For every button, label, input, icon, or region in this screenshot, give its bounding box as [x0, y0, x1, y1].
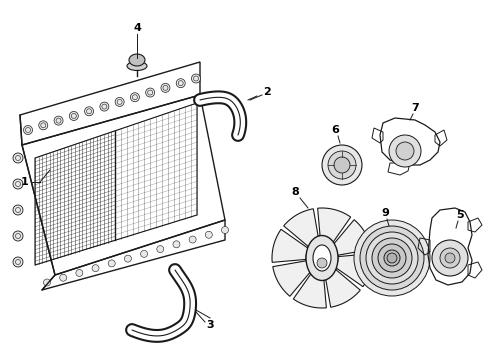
Circle shape — [387, 253, 397, 263]
Circle shape — [76, 269, 83, 276]
Polygon shape — [332, 220, 371, 255]
Circle shape — [189, 236, 196, 243]
Polygon shape — [273, 261, 312, 296]
Circle shape — [100, 102, 109, 111]
Circle shape — [44, 279, 50, 286]
Circle shape — [384, 250, 400, 266]
Circle shape — [39, 121, 48, 130]
Circle shape — [445, 253, 455, 263]
Circle shape — [13, 153, 23, 163]
Polygon shape — [294, 271, 326, 308]
Circle shape — [378, 244, 406, 272]
Polygon shape — [284, 209, 319, 248]
Ellipse shape — [306, 235, 338, 280]
Ellipse shape — [129, 54, 145, 66]
Circle shape — [432, 240, 468, 276]
Ellipse shape — [306, 235, 338, 280]
Circle shape — [13, 205, 23, 215]
Circle shape — [108, 260, 115, 267]
Polygon shape — [325, 268, 360, 307]
Circle shape — [360, 226, 424, 290]
Circle shape — [176, 79, 185, 88]
Circle shape — [69, 112, 78, 121]
Circle shape — [115, 98, 124, 107]
Polygon shape — [335, 254, 372, 287]
Text: 6: 6 — [331, 125, 339, 135]
Circle shape — [13, 257, 23, 267]
Ellipse shape — [313, 245, 331, 271]
Polygon shape — [272, 229, 309, 262]
Circle shape — [396, 142, 414, 160]
Circle shape — [354, 220, 430, 296]
Circle shape — [221, 226, 228, 234]
Circle shape — [192, 74, 200, 83]
Text: 2: 2 — [263, 87, 271, 97]
Circle shape — [440, 248, 460, 268]
Circle shape — [318, 259, 326, 267]
Circle shape — [24, 126, 32, 135]
Ellipse shape — [313, 245, 331, 271]
Circle shape — [173, 241, 180, 248]
Polygon shape — [318, 208, 351, 245]
Circle shape — [60, 274, 67, 281]
Circle shape — [389, 135, 421, 167]
Text: 3: 3 — [206, 320, 214, 330]
Text: 8: 8 — [291, 187, 299, 197]
Text: 1: 1 — [21, 177, 29, 187]
Circle shape — [85, 107, 94, 116]
Circle shape — [141, 250, 147, 257]
Circle shape — [157, 246, 164, 253]
Ellipse shape — [127, 62, 147, 71]
Circle shape — [322, 145, 362, 185]
Circle shape — [13, 179, 23, 189]
Circle shape — [54, 116, 63, 125]
Circle shape — [334, 157, 350, 173]
Circle shape — [161, 84, 170, 93]
Circle shape — [372, 238, 412, 278]
Circle shape — [130, 93, 140, 102]
Circle shape — [13, 231, 23, 241]
Text: 4: 4 — [133, 23, 141, 33]
Circle shape — [124, 255, 131, 262]
Circle shape — [205, 231, 212, 238]
Text: 9: 9 — [381, 208, 389, 218]
Text: 7: 7 — [411, 103, 419, 113]
Circle shape — [366, 232, 418, 284]
Circle shape — [146, 88, 155, 97]
Circle shape — [328, 151, 356, 179]
Circle shape — [317, 258, 327, 268]
Text: 5: 5 — [456, 210, 464, 220]
Circle shape — [92, 265, 99, 272]
